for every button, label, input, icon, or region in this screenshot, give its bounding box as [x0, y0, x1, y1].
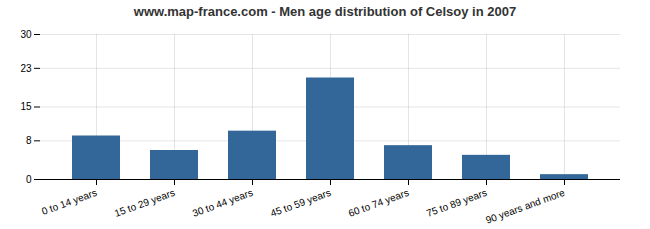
svg-text:90 years and more: 90 years and more: [484, 187, 567, 226]
svg-text:30 to 44 years: 30 to 44 years: [191, 187, 254, 219]
svg-text:15: 15: [20, 101, 32, 112]
svg-text:0: 0: [26, 174, 32, 185]
svg-text:30: 30: [20, 29, 32, 40]
svg-text:23: 23: [20, 63, 32, 74]
svg-text:45 to 59 years: 45 to 59 years: [269, 187, 332, 219]
svg-text:75 to 89 years: 75 to 89 years: [425, 187, 488, 219]
svg-text:8: 8: [26, 135, 32, 146]
svg-text:60 to 74 years: 60 to 74 years: [347, 187, 410, 219]
html-text:www.map-france.com - Men age d: www.map-france.com - Men age distributio…: [133, 4, 517, 19]
svg-text:0 to 14 years: 0 to 14 years: [40, 187, 98, 217]
svg-text:15 to 29 years: 15 to 29 years: [113, 187, 176, 219]
